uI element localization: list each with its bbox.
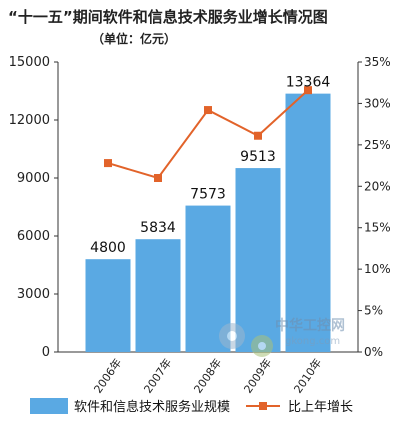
y-right-tick-label: 35% [364, 55, 391, 69]
growth-point [204, 106, 212, 115]
y-left-tick-label: 6000 [17, 229, 50, 244]
bar [235, 168, 281, 352]
y-right-tick-label: 15% [364, 221, 391, 235]
x-tick-label: 2006年 [91, 356, 125, 396]
y-left-tick-label: 0 [42, 345, 50, 360]
y-right-tick-label: 5% [364, 304, 383, 318]
y-left-tick-label: 3000 [17, 287, 50, 302]
legend-label-bar: 软件和信息技术服务业规模 [74, 399, 230, 415]
bar [135, 239, 181, 352]
bar [85, 259, 131, 352]
growth-point [254, 131, 262, 140]
legend-swatch-bar [30, 398, 68, 414]
bar-data-label: 5834 [140, 220, 176, 236]
y-left-tick-label: 9000 [17, 171, 50, 186]
data-labels-group: 4800 5834 7573 9513 13364 [90, 75, 330, 257]
bar [285, 93, 331, 352]
legend: 软件和信息技术服务业规模 比上年增长 [30, 398, 353, 415]
x-tick-label: 2009年 [241, 356, 275, 396]
bar-data-label: 7573 [190, 187, 226, 203]
bar-data-label: 13364 [286, 75, 331, 91]
y-left-tick-label: 15000 [9, 55, 50, 70]
y-right-tick-label: 30% [364, 96, 391, 110]
bar-data-label: 4800 [90, 240, 126, 256]
legend-swatch-marker [259, 402, 267, 410]
chart-title: “十一五”期间软件和信息技术服务业增长情况图 [8, 8, 328, 26]
chart-subtitle: （单位：亿元） [92, 31, 176, 46]
y-right-tick-label: 20% [364, 179, 391, 193]
y-right-tick-label: 0% [364, 345, 383, 359]
bar-data-label: 9513 [240, 149, 276, 165]
gear-icon [219, 323, 245, 349]
y-left-tick-label: 12000 [9, 113, 50, 128]
growth-point [304, 86, 312, 95]
gear-icon [251, 335, 273, 357]
x-tick-label: 2008年 [191, 356, 225, 396]
growth-line [107, 89, 309, 180]
svg-text:中华工控网: 中华工控网 [275, 317, 345, 334]
growth-line-group [104, 86, 312, 182]
y-right-tick-label: 25% [364, 138, 391, 152]
growth-point [154, 174, 162, 182]
y-right-tick-label: 10% [364, 262, 391, 276]
legend-label-line: 比上年增长 [288, 400, 353, 415]
x-tick-label: 2007年 [141, 356, 175, 396]
svg-text:gkong.com: gkong.com [285, 336, 340, 347]
bars-group [85, 93, 331, 352]
x-tick-label: 2010年 [291, 356, 325, 396]
watermark-logo: 中华工控网 gkong.com [219, 317, 345, 357]
growth-point [104, 159, 112, 168]
